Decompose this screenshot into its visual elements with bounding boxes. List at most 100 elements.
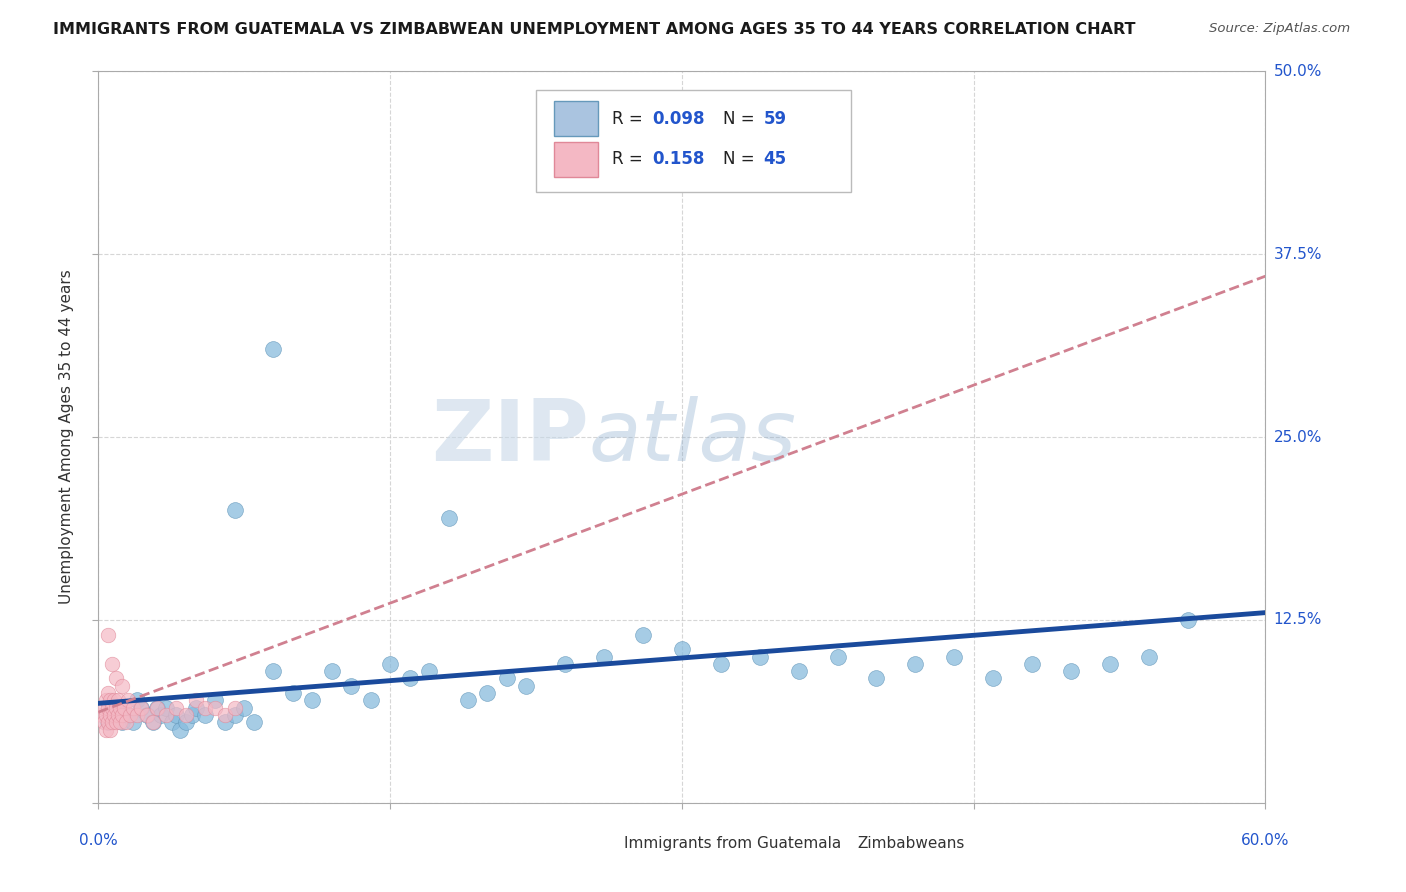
Point [631, 627, 654, 641]
Text: Immigrants from Guatemala: Immigrants from Guatemala [623, 836, 841, 851]
Point [214, 708, 236, 723]
Point [1137, 649, 1160, 664]
Point [127, 693, 149, 707]
Point [117, 693, 139, 707]
Point [149, 708, 172, 723]
Point [127, 708, 149, 723]
Y-axis label: Unemployment Among Ages 35 to 44 years: Unemployment Among Ages 35 to 44 years [59, 269, 75, 605]
Text: 50.0%: 50.0% [1274, 64, 1322, 78]
Point [1177, 613, 1199, 627]
Point [142, 715, 165, 730]
Point [437, 510, 460, 524]
Point [101, 700, 124, 714]
Text: R =: R = [612, 150, 648, 168]
Point [233, 700, 256, 714]
Point [93, 715, 115, 730]
Point [107, 708, 129, 723]
Point [97, 715, 120, 730]
Point [380, 657, 402, 671]
Point [93, 700, 115, 714]
Point [112, 700, 135, 714]
Point [118, 708, 141, 723]
Point [155, 700, 177, 714]
Point [146, 700, 169, 714]
Point [457, 693, 479, 707]
Point [104, 700, 127, 714]
Text: Zimbabweans: Zimbabweans [858, 836, 965, 851]
Text: 59: 59 [763, 110, 787, 128]
Text: 25.0%: 25.0% [1274, 430, 1322, 444]
Point [321, 50, 343, 64]
Point [748, 649, 770, 664]
Point [114, 715, 136, 730]
Text: N =: N = [723, 110, 759, 128]
Text: 0.0%: 0.0% [79, 833, 118, 848]
Point [108, 700, 131, 714]
Point [943, 649, 966, 664]
Point [981, 672, 1004, 686]
Point [224, 503, 246, 517]
Point [136, 708, 159, 723]
Point [865, 672, 887, 686]
Point [262, 343, 284, 357]
Point [146, 700, 169, 714]
Bar [589, 832, 614, 854]
Bar [823, 832, 848, 854]
Point [496, 672, 519, 686]
Text: ZIP: ZIP [430, 395, 589, 479]
Text: 0.158: 0.158 [652, 150, 706, 168]
Point [103, 708, 125, 723]
Point [142, 715, 165, 730]
Point [98, 693, 121, 707]
Point [96, 708, 118, 723]
Point [1098, 657, 1121, 671]
Point [180, 708, 202, 723]
Point [98, 708, 121, 723]
Point [104, 672, 127, 686]
Point [204, 700, 226, 714]
Text: 37.5%: 37.5% [1274, 247, 1322, 261]
Point [194, 708, 217, 723]
Point [103, 708, 125, 723]
Point [174, 715, 197, 730]
FancyBboxPatch shape [536, 90, 851, 192]
Point [787, 664, 810, 678]
Point [224, 700, 246, 714]
Point [1021, 657, 1043, 671]
Point [97, 715, 120, 730]
Point [122, 700, 145, 714]
Point [103, 693, 125, 707]
Point [97, 700, 120, 714]
Point [97, 627, 120, 641]
Point [107, 693, 129, 707]
Point [96, 723, 118, 737]
Point [671, 642, 693, 657]
Point [281, 686, 304, 700]
Point [108, 715, 131, 730]
Point [321, 664, 343, 678]
Point [111, 715, 134, 730]
Bar [554, 142, 598, 177]
Point [169, 723, 191, 737]
Point [204, 693, 226, 707]
Point [224, 708, 246, 723]
Point [111, 679, 134, 693]
Text: 0.098: 0.098 [652, 110, 706, 128]
Point [593, 649, 616, 664]
Text: R =: R = [612, 110, 648, 128]
Point [515, 679, 537, 693]
Point [360, 693, 382, 707]
Point [184, 700, 207, 714]
Text: atlas: atlas [589, 395, 797, 479]
Text: Source: ZipAtlas.com: Source: ZipAtlas.com [1209, 22, 1350, 36]
Text: IMMIGRANTS FROM GUATEMALA VS ZIMBABWEAN UNEMPLOYMENT AMONG AGES 35 TO 44 YEARS C: IMMIGRANTS FROM GUATEMALA VS ZIMBABWEAN … [53, 22, 1136, 37]
Point [827, 649, 849, 664]
Point [129, 700, 152, 714]
Point [155, 708, 177, 723]
Point [710, 657, 733, 671]
Text: N =: N = [723, 150, 759, 168]
Point [243, 715, 266, 730]
Point [262, 664, 284, 678]
Point [107, 700, 129, 714]
Point [165, 700, 187, 714]
